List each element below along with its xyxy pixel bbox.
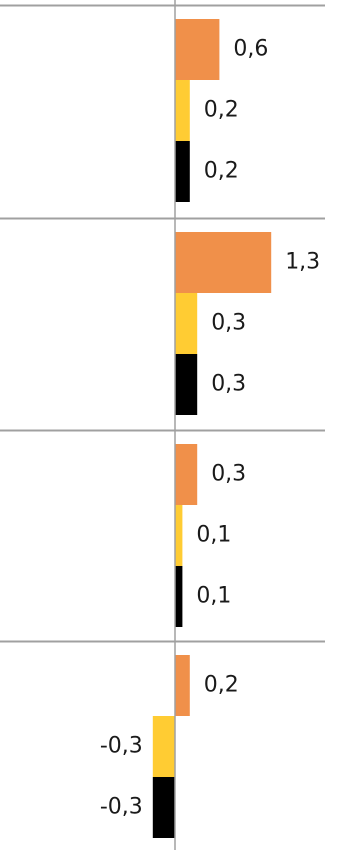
data-label-g4-s1: 0,2 bbox=[204, 673, 239, 698]
group-separators bbox=[0, 4, 325, 643]
data-labels: 0,6 0,2 0,2 1,3 0,3 0,3 0,3 0,1 0,1 0,2 -0,3 -0,3 bbox=[100, 37, 320, 820]
bar-g3-s2 bbox=[175, 505, 183, 566]
data-label-g4-s3: -0,3 bbox=[100, 795, 143, 820]
data-label-g1-s3: 0,2 bbox=[204, 159, 239, 184]
data-label-g2-s1: 1,3 bbox=[285, 250, 320, 275]
bars bbox=[152, 19, 272, 838]
bar-g2-s3 bbox=[175, 354, 198, 415]
bar-g3-s3 bbox=[175, 566, 183, 627]
bar-g2-s2 bbox=[175, 293, 198, 354]
data-label-g3-s1: 0,3 bbox=[211, 462, 246, 487]
data-label-g3-s3: 0,1 bbox=[196, 584, 231, 609]
bar-g1-s3 bbox=[175, 141, 190, 202]
data-label-g1-s2: 0,2 bbox=[204, 98, 239, 123]
data-label-g3-s2: 0,1 bbox=[196, 523, 231, 548]
bar-g4-s3 bbox=[152, 777, 175, 838]
bar-g2-s1 bbox=[175, 232, 272, 293]
bar-g1-s1 bbox=[175, 19, 220, 80]
bar-g4-s1 bbox=[175, 655, 190, 716]
data-label-g4-s2: -0,3 bbox=[100, 734, 143, 759]
bar-g4-s2 bbox=[152, 716, 175, 777]
data-label-g2-s3: 0,3 bbox=[211, 372, 246, 397]
data-label-g1-s1: 0,6 bbox=[233, 37, 268, 62]
data-label-g2-s2: 0,3 bbox=[211, 311, 246, 336]
bar-g3-s1 bbox=[175, 444, 198, 505]
bar-g1-s2 bbox=[175, 80, 190, 141]
